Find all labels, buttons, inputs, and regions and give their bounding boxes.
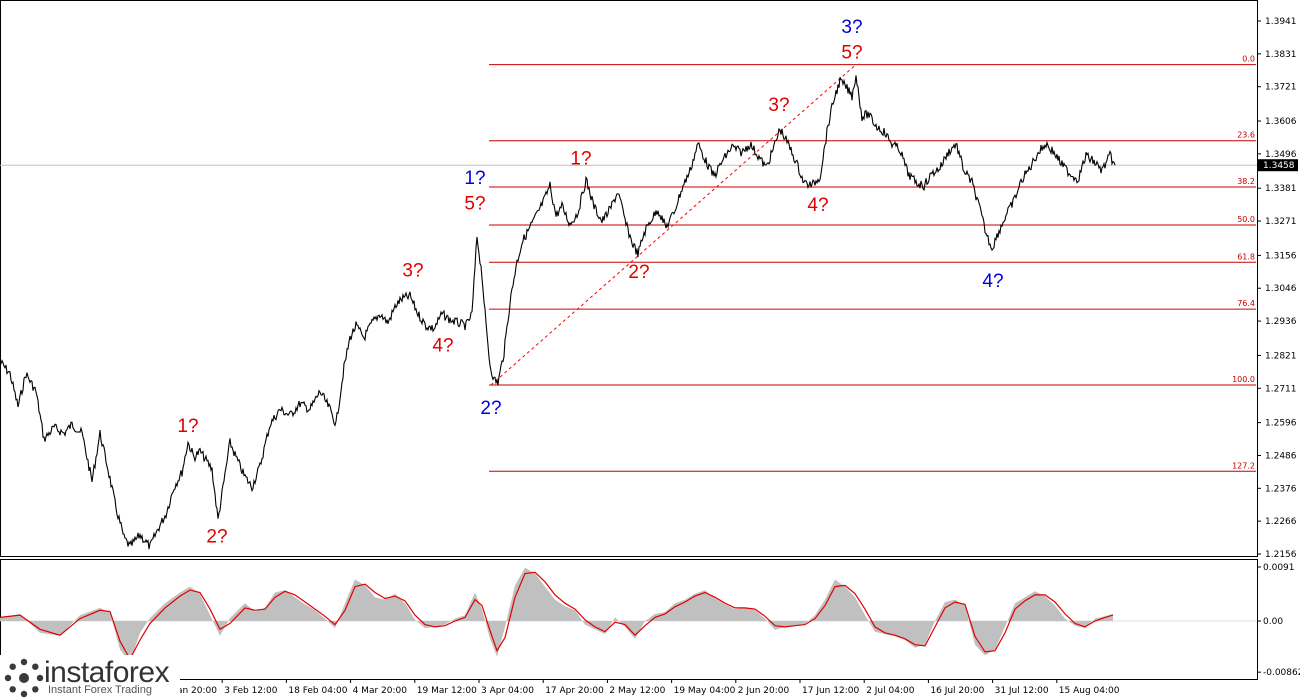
- wave-label: 3?: [402, 261, 423, 282]
- fib-level-label: 50.0: [1237, 215, 1255, 224]
- time-axis-label: 17 Jun 12:00: [802, 686, 859, 696]
- time-axis-label: 3 Feb 12:00: [224, 686, 278, 696]
- time-axis-label: 31 Jul 12:00: [995, 686, 1049, 696]
- price-axis-label: 1.2266: [1265, 517, 1297, 527]
- chart-frame: [0, 0, 1258, 680]
- wave-label: 2?: [628, 262, 649, 283]
- price-axis-label: 1.3941: [1265, 17, 1297, 27]
- oscillator-histogram: [0, 567, 1113, 663]
- oscillator-panel: [0, 567, 1257, 663]
- price-axis-label: 1.2821: [1265, 351, 1297, 361]
- wave-label: 3?: [768, 95, 789, 116]
- price-axis-label: 1.3156: [1265, 251, 1297, 261]
- oscillator-axis-label: -0.00862: [1263, 668, 1300, 678]
- price-axis-label: 1.2156: [1265, 550, 1297, 560]
- time-axis-label: 4 Mar 20:00: [353, 686, 408, 696]
- axes: 1.3941 1.3831 1.3721 1.3606 1.3496 1.3381 1.32…: [157, 17, 1300, 696]
- price-axis-label: 1.3496: [1265, 150, 1297, 160]
- price-axis-label: 1.2376: [1265, 484, 1297, 494]
- time-axis-label: 19 May 04:00: [674, 686, 736, 696]
- wave-label: 3?: [841, 17, 862, 38]
- fib-level-label: 61.8: [1237, 252, 1255, 261]
- oscillator-axis-label: 0.0091: [1263, 563, 1295, 573]
- brand-tagline: Instant Forex Trading: [48, 684, 152, 696]
- wave-label: 1?: [177, 416, 198, 437]
- price-axis-label: 1.3606: [1265, 117, 1297, 127]
- fib-level-label: 76.4: [1237, 299, 1255, 308]
- time-axis-label: 2 Jul 04:00: [866, 686, 915, 696]
- time-axis-label: 17 Apr 20:00: [545, 686, 604, 696]
- wave-label: 5?: [464, 193, 485, 214]
- price-axis-label: 1.3721: [1265, 83, 1297, 93]
- fib-level-label: 23.6: [1237, 131, 1255, 140]
- brand-name: instaforex: [44, 656, 170, 689]
- time-axis-label: 19 Mar 12:00: [417, 686, 477, 696]
- wave-label: 4?: [807, 195, 828, 216]
- wave-label: 4?: [432, 335, 453, 356]
- wave-label: 5?: [841, 43, 862, 64]
- instaforex-watermark: instaforex Instant Forex Trading: [0, 655, 180, 700]
- time-axis-label: 3 Apr 04:00: [481, 686, 534, 696]
- time-axis-label: 17 Jan 20:00: [160, 686, 217, 696]
- wave-label: 1?: [464, 168, 485, 189]
- wave-label: 2?: [480, 398, 501, 419]
- wave-label: 2?: [206, 526, 227, 547]
- current-price-label: 1.3458: [1263, 161, 1295, 171]
- fib-level-label: 0.0: [1242, 55, 1255, 64]
- fib-level-label: 100.0: [1232, 375, 1255, 384]
- wave-label: 4?: [982, 271, 1003, 292]
- main-panel-border: [0, 0, 1258, 557]
- oscillator-axis-label: 0.00: [1263, 617, 1283, 627]
- time-axis-label: 16 Jul 20:00: [930, 686, 984, 696]
- fib-level-label: 38.2: [1237, 177, 1255, 186]
- price-line: [0, 75, 1116, 550]
- instaforex-logo-icon: [4, 658, 44, 698]
- price-axis-label: 1.2711: [1265, 384, 1297, 394]
- price-axis-label: 1.2936: [1265, 317, 1297, 327]
- price-axis-label: 1.2486: [1265, 451, 1297, 461]
- time-axis-label: 2 May 12:00: [609, 686, 665, 696]
- current-price-tag: [1258, 159, 1298, 172]
- oscillator-signal-line: [0, 571, 1114, 661]
- wave-labels: 1? 2? 3? 4? 1? 5? 2? 1? 2? 3? 4? 3? 5? 4?: [177, 17, 1003, 547]
- time-axis-label: 15 Aug 04:00: [1059, 686, 1120, 696]
- fibonacci-levels: 0.0 23.6 38.2 50.0 61.8 76.4 100.0 127.2: [489, 55, 1256, 472]
- fib-level-label: 127.2: [1232, 461, 1255, 470]
- dashed-trend-line: [490, 64, 857, 386]
- price-axis-label: 1.2596: [1265, 419, 1297, 429]
- price-axis-label: 1.3381: [1265, 184, 1297, 194]
- price-axis-label: 1.3831: [1265, 50, 1297, 60]
- time-axis-label: 18 Feb 04:00: [288, 686, 347, 696]
- trend-line: [490, 64, 857, 386]
- price-axis-label: 1.3046: [1265, 284, 1297, 294]
- price-axis-label: 1.3271: [1265, 217, 1297, 227]
- price-series: [0, 75, 1116, 550]
- time-axis-label: 2 Jun 20:00: [738, 686, 790, 696]
- wave-label: 1?: [570, 149, 591, 170]
